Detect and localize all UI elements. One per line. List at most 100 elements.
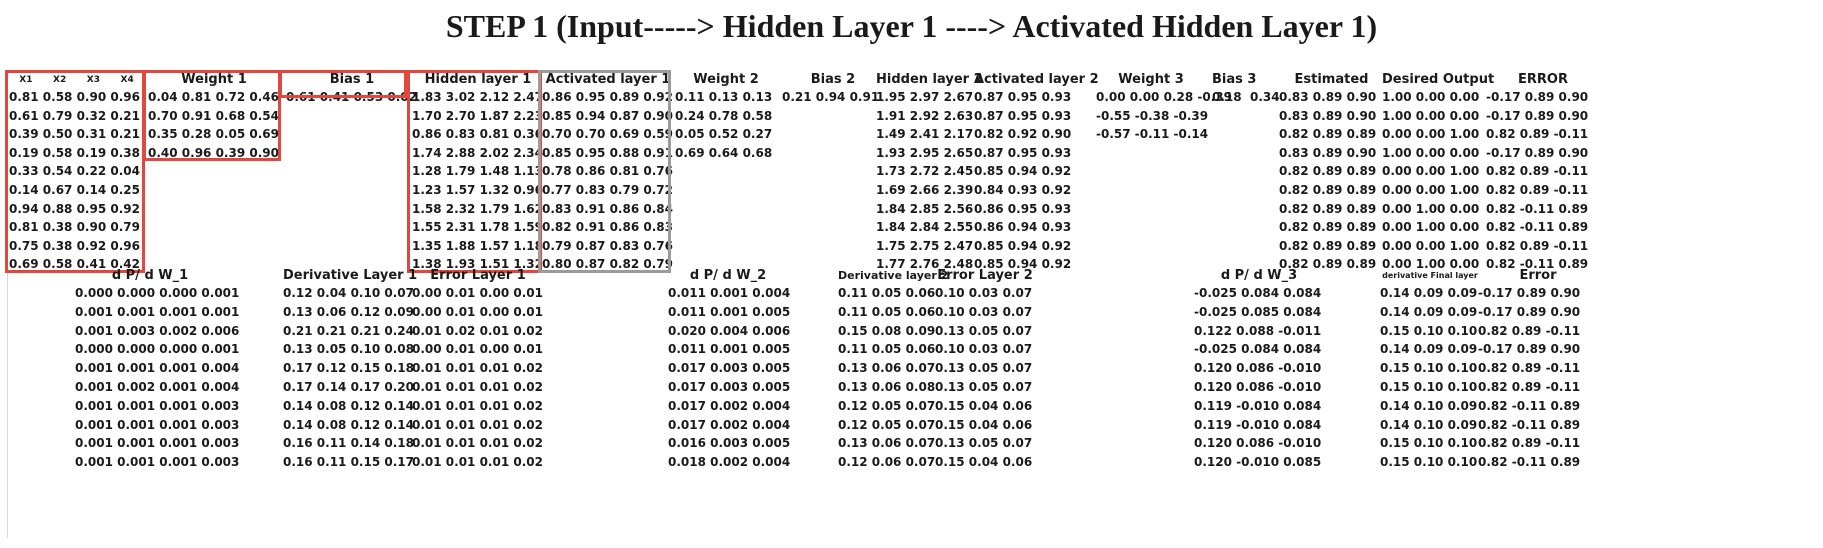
matrix-row: 0.82 0.89 -0.11 <box>1486 238 1589 253</box>
matrix-row: 0.018 0.002 0.004 <box>668 455 791 470</box>
matrix-row: 1.77 2.76 2.48 <box>876 257 974 272</box>
matrix-row: 0.001 0.001 0.001 0.003 <box>75 436 240 451</box>
matrix-row: 0.11 0.13 0.13 <box>675 90 773 104</box>
matrix-row: 0.13 0.05 0.07 <box>935 361 1033 376</box>
matrix-row: 0.01 0.01 0.01 0.02 <box>412 379 543 394</box>
matrix-row: 0.70 0.91 0.68 0.54 <box>148 108 279 123</box>
matrix-row: 0.82 -0.11 0.89 <box>1486 201 1589 216</box>
matrix-row: 0.24 0.78 0.58 <box>675 108 773 123</box>
matrix-row: 0.13 0.05 0.07 <box>935 436 1033 451</box>
matrix-row: 0.00 1.00 0.00 <box>1382 220 1480 235</box>
matrix-row: 0.00 0.01 0.00 0.01 <box>412 304 543 319</box>
matrix-row: 0.82 0.89 0.89 <box>1279 127 1377 142</box>
matrix-row: 0.01 0.01 0.01 0.02 <box>412 398 543 413</box>
matrix-row: 0.83 0.89 0.90 <box>1279 108 1377 123</box>
matrix-row: 0.001 0.001 0.001 0.003 <box>75 455 240 470</box>
matrix-row: 0.69 0.64 0.68 <box>675 145 773 160</box>
derivative-final-block: derivative Final layer 0.14 0.09 0.09 0.1… <box>1380 268 1480 472</box>
matrix-row: 0.83 0.89 0.90 <box>1279 145 1377 160</box>
activated1-header: Activated layer 1 <box>545 72 671 87</box>
derivative-layer2-block: Derivative layer 2 0.11 0.05 0.06 0.11 0.… <box>838 268 948 472</box>
matrix-row: 0.85 0.95 0.88 0.91 <box>542 145 673 160</box>
matrix-row: 0.15 0.08 0.09 <box>838 323 936 338</box>
error-rows: -0.17 0.89 0.90 -0.17 0.89 0.90 0.82 0.89 … <box>1486 88 1600 274</box>
dpdw3-block: d P/ d W_3 -0.025 0.084 0.084 -0.025 0.08… <box>1194 268 1324 472</box>
matrix-row: 0.00 0.00 1.00 <box>1382 238 1480 253</box>
error-header: ERROR <box>1518 72 1568 87</box>
matrix-row: 0.61 0.79 0.32 0.21 <box>9 108 140 123</box>
bias2-rows: 0.21 0.94 0.91 <box>782 88 884 107</box>
dpdw3-header: d P/ d W_3 <box>1220 268 1298 283</box>
matrix-row: 0.017 0.003 0.005 <box>668 379 791 394</box>
estimated-header: Estimated <box>1294 72 1369 87</box>
matrix-row: 0.15 0.10 0.10 <box>1380 379 1478 394</box>
matrix-row: 0.00 1.00 0.00 <box>1382 257 1480 272</box>
matrix-row: 0.82 0.89 -0.11 <box>1478 379 1581 394</box>
error-layer2-block: Error Layer 2 0.10 0.03 0.07 0.10 0.03 0.… <box>935 268 1035 472</box>
input-col-header: X1 <box>19 75 33 85</box>
matrix-row: 0.01 0.01 0.01 0.02 <box>412 361 543 376</box>
matrix-row: 0.87 0.95 0.93 <box>974 108 1072 123</box>
matrix-row: 0.14 0.09 0.09 <box>1380 286 1478 300</box>
matrix-row: -0.025 0.084 0.084 <box>1194 342 1322 357</box>
matrix-row: -0.025 0.085 0.084 <box>1194 304 1322 319</box>
matrix-row: 0.15 0.10 0.10 <box>1380 361 1478 376</box>
bias1-block: Bias 1 0.61 0.41 0.53 0.02 <box>286 72 418 107</box>
matrix-row: 0.001 0.001 0.001 0.003 <box>75 417 240 432</box>
matrix-row: 0.79 0.87 0.83 0.76 <box>542 238 673 253</box>
error-layer1-header: Error Layer 1 <box>430 268 526 283</box>
matrix-row: 0.011 0.001 0.005 <box>668 342 791 357</box>
matrix-row: 0.86 0.95 0.93 <box>974 201 1072 216</box>
matrix-row: 1.95 2.97 2.67 <box>876 90 974 104</box>
matrix-row: 0.16 0.11 0.14 0.18 <box>283 436 414 451</box>
weight3-block: Weight 3 0.00 0.00 0.28 -0.39 -0.55 -0.38… <box>1096 72 1266 144</box>
hidden1-header: Hidden layer 1 <box>424 72 532 87</box>
matrix-row: 0.15 0.10 0.10 <box>1380 455 1478 470</box>
matrix-row: 0.15 0.10 0.10 <box>1380 323 1478 338</box>
matrix-row: 0.00 0.01 0.00 0.01 <box>412 342 543 357</box>
matrix-row: 0.00 0.00 1.00 <box>1382 127 1480 142</box>
matrix-row: -0.57 -0.11 -0.14 <box>1096 127 1209 142</box>
derivative-layer2-rows: 0.11 0.05 0.06 0.11 0.05 0.06 0.15 0.08 0.… <box>838 284 938 472</box>
matrix-row: 0.10 0.03 0.07 <box>935 342 1033 357</box>
matrix-row: 0.82 0.89 -0.11 <box>1486 164 1589 179</box>
matrix-row: 0.13 0.06 0.12 0.09 <box>283 304 414 319</box>
matrix-row: 0.87 0.95 0.93 <box>974 145 1072 160</box>
matrix-row: 0.39 0.50 0.31 0.21 <box>9 127 140 142</box>
matrix-row: 1.28 1.79 1.48 1.13 <box>412 164 543 179</box>
matrix-row: 0.82 0.89 -0.11 <box>1486 182 1589 197</box>
matrix-row: 0.82 -0.11 0.89 <box>1478 398 1581 413</box>
matrix-row: 0.82 0.89 0.89 <box>1279 201 1377 216</box>
matrix-row: 0.19 0.58 0.19 0.38 <box>9 145 140 160</box>
error-layer2-header: Error Layer 2 <box>937 268 1033 283</box>
bias3-block: Bias 3 0.18 0.34 <box>1212 72 1292 107</box>
matrix-row: 0.120 -0.010 0.085 <box>1194 455 1322 470</box>
weight1-header: Weight 1 <box>181 72 247 87</box>
matrix-row: 0.16 0.11 0.15 0.17 <box>283 455 414 470</box>
matrix-row: 0.82 -0.11 0.89 <box>1478 455 1581 470</box>
weight3-header: Weight 3 <box>1118 72 1184 87</box>
activated2-block: Activated layer 2 0.87 0.95 0.93 0.87 0.9… <box>974 72 1099 274</box>
matrix-row: 0.82 0.89 -0.11 <box>1486 127 1589 142</box>
matrix-row: -0.55 -0.38 -0.39 <box>1096 108 1209 123</box>
hidden2-header: Hidden layer 2 <box>876 72 983 87</box>
matrix-row: 1.55 2.31 1.78 1.59 <box>412 220 543 235</box>
bias3-header: Bias 3 <box>1212 72 1257 87</box>
error-final-block: Error -0.17 0.89 0.90 -0.17 0.89 0.90 0.82… <box>1478 268 1598 472</box>
desired-output-header: Desired Output <box>1382 72 1495 87</box>
matrix-row: 0.15 0.04 0.06 <box>935 398 1033 413</box>
matrix-row: 1.84 2.85 2.56 <box>876 201 974 216</box>
matrix-row: 1.69 2.66 2.39 <box>876 182 974 197</box>
estimated-rows: 0.83 0.89 0.90 0.83 0.89 0.90 0.82 0.89 0.… <box>1279 88 1384 274</box>
matrix-row: 0.86 0.94 0.93 <box>974 220 1072 235</box>
matrix-row: 0.11 0.05 0.06 <box>838 342 936 357</box>
matrix-row: 0.12 0.06 0.07 <box>838 455 936 470</box>
matrix-row: 1.70 2.70 1.87 2.23 <box>412 108 543 123</box>
matrix-row: 0.84 0.93 0.92 <box>974 182 1072 197</box>
matrix-row: 0.120 0.086 -0.010 <box>1194 379 1322 394</box>
error-final-header: Error <box>1519 268 1557 283</box>
matrix-row: 0.01 0.01 0.01 0.02 <box>412 436 543 451</box>
dpdw1-rows: 0.000 0.000 0.000 0.001 0.001 0.001 0.001… <box>75 284 265 472</box>
matrix-row: 0.15 0.04 0.06 <box>935 455 1033 470</box>
matrix-row: 0.14 0.09 0.09 <box>1380 304 1478 319</box>
